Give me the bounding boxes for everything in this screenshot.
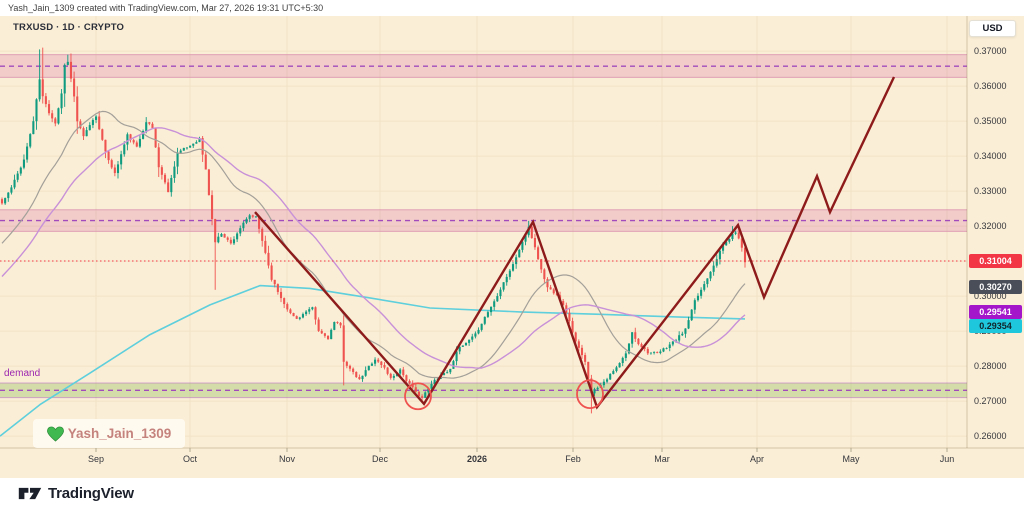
trend-projection-line[interactable] bbox=[254, 76, 896, 410]
time-axis-label[interactable]: 2026 bbox=[466, 454, 488, 464]
footer-bar: TradingView bbox=[0, 478, 1024, 509]
price-axis-label[interactable]: 0.28000 bbox=[974, 361, 1007, 372]
price-axis-label[interactable]: 0.34000 bbox=[974, 151, 1007, 162]
time-axis-label[interactable]: Feb bbox=[565, 454, 581, 464]
price-axis-label[interactable]: 0.26000 bbox=[974, 431, 1007, 442]
green-heart-icon bbox=[46, 426, 64, 442]
tradingview-logo-icon bbox=[18, 487, 42, 500]
price-axis-label[interactable]: 0.36000 bbox=[974, 81, 1007, 92]
tradingview-brand[interactable]: TradingView bbox=[18, 485, 134, 502]
ma-mid-badge: 0.29541 bbox=[969, 305, 1022, 320]
price-axis-label[interactable]: 0.37000 bbox=[974, 46, 1007, 57]
watermark-username: Yash_Jain_1309 bbox=[67, 426, 172, 441]
demand-zone-label[interactable]: demand bbox=[4, 368, 41, 379]
axis-frame bbox=[0, 16, 1024, 452]
ma-mid-purple bbox=[1, 127, 746, 369]
price-axis-label[interactable]: 0.30000 bbox=[974, 291, 1007, 302]
price-axis-label[interactable]: 0.33000 bbox=[974, 186, 1007, 197]
currency-toggle-button[interactable]: USD bbox=[969, 20, 1016, 37]
price-zones[interactable] bbox=[0, 54, 967, 399]
candlesticks bbox=[0, 47, 747, 414]
attribution-bar: Yash_Jain_1309 created with TradingView.… bbox=[0, 0, 1024, 16]
supply-zone-upper bbox=[0, 54, 967, 78]
time-axis-label[interactable]: Nov bbox=[278, 454, 295, 464]
price-axis-label[interactable]: 0.35000 bbox=[974, 116, 1007, 127]
ma-slow-cyan-line bbox=[0, 284, 746, 437]
ma-fast-gray bbox=[1, 110, 746, 379]
supply-zone-lower bbox=[0, 209, 967, 232]
time-axis-label[interactable]: Apr bbox=[749, 454, 764, 464]
time-axis-label[interactable]: Dec bbox=[371, 454, 388, 464]
time-axis-label[interactable]: Sep bbox=[87, 454, 104, 464]
symbol-legend[interactable]: TRXUSD · 1D · CRYPTO bbox=[13, 22, 125, 33]
ma-fast-badge: 0.30270 bbox=[969, 279, 1022, 294]
demand-zone bbox=[0, 382, 967, 398]
price-axis-label[interactable]: 0.27000 bbox=[974, 396, 1007, 407]
ma-slow-badge: 0.29354 bbox=[969, 319, 1022, 334]
time-axis-label[interactable]: Jun bbox=[939, 454, 955, 464]
chart-canvas[interactable] bbox=[0, 16, 1024, 478]
tradingview-brand-text: TradingView bbox=[48, 485, 134, 502]
grid-lines bbox=[0, 16, 967, 448]
price-axis-label[interactable]: 0.32000 bbox=[974, 221, 1007, 232]
author-watermark: Yash_Jain_1309 bbox=[33, 419, 185, 448]
time-axis-label[interactable]: Oct bbox=[182, 454, 197, 464]
double-bottom-circles[interactable] bbox=[404, 379, 604, 411]
moving-average-lines bbox=[1, 110, 746, 379]
last-price-badge: 0.31004 bbox=[969, 254, 1022, 268]
time-axis-label[interactable]: May bbox=[842, 454, 860, 464]
time-axis-label[interactable]: Mar bbox=[654, 454, 670, 464]
